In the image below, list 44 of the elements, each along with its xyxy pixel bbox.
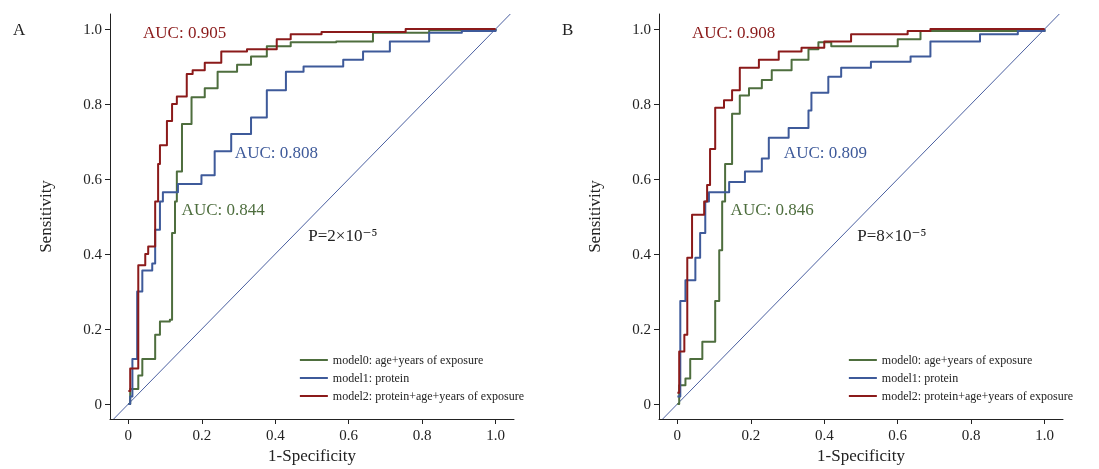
x-tick-label: 0.2: [192, 426, 212, 443]
legend-label: model0: age+years of exposure: [332, 353, 484, 367]
annotation: AUC: 0.844: [181, 199, 266, 219]
x-axis-title: 1-Specificity: [817, 446, 906, 465]
y-tick-label: 0.8: [83, 96, 102, 112]
annotation: AUC: 0.846: [730, 199, 814, 219]
y-tick-label: 0.6: [632, 171, 652, 187]
x-tick-label: 0.2: [741, 426, 761, 443]
x-tick-label: 0.8: [412, 426, 432, 443]
x-tick-label: 0.8: [961, 426, 981, 443]
annotation: P=8×10⁻⁵: [857, 225, 927, 245]
annotation: P=2×10⁻⁵: [308, 225, 378, 245]
y-tick-label: 0.2: [83, 321, 102, 337]
chart-title: B: [562, 20, 574, 39]
y-tick-label: 0.6: [83, 171, 103, 187]
x-tick-label: 0: [673, 426, 682, 443]
y-tick-label: 1.0: [632, 21, 651, 37]
y-tick-label: 0: [643, 396, 651, 412]
y-tick-label: 0.8: [632, 96, 651, 112]
x-tick-label: 1.0: [486, 426, 506, 443]
y-tick-label: 0.4: [632, 246, 652, 262]
x-tick-label: 1.0: [1035, 426, 1055, 443]
x-tick-label: 0.4: [814, 426, 835, 443]
x-tick-label: 0.4: [265, 426, 286, 443]
chart-title: A: [13, 20, 26, 39]
y-tick-label: 1.0: [83, 21, 102, 37]
legend-label: model2: protein+age+years of exposure: [881, 389, 1073, 403]
legend-label: model1: protein: [881, 371, 959, 385]
y-tick-label: 0.4: [83, 246, 103, 262]
annotation: AUC: 0.808: [234, 143, 318, 163]
x-tick-label: 0.6: [888, 426, 908, 443]
x-tick-label: 0: [124, 426, 133, 443]
annotation: AUC: 0.908: [692, 23, 776, 43]
annotation: AUC: 0.905: [143, 23, 227, 43]
y-axis-title: Sensitivity: [36, 179, 55, 253]
y-axis-title: Sensitivity: [585, 179, 604, 253]
legend-label: model2: protein+age+years of exposure: [332, 389, 524, 403]
y-tick-label: 0: [94, 396, 102, 412]
legend-label: model0: age+years of exposure: [881, 353, 1033, 367]
x-axis-title: 1-Specificity: [268, 446, 357, 465]
y-tick-label: 0.2: [632, 321, 651, 337]
legend-label: model1: protein: [332, 371, 410, 385]
annotation: AUC: 0.809: [783, 143, 867, 163]
x-tick-label: 0.6: [339, 426, 359, 443]
